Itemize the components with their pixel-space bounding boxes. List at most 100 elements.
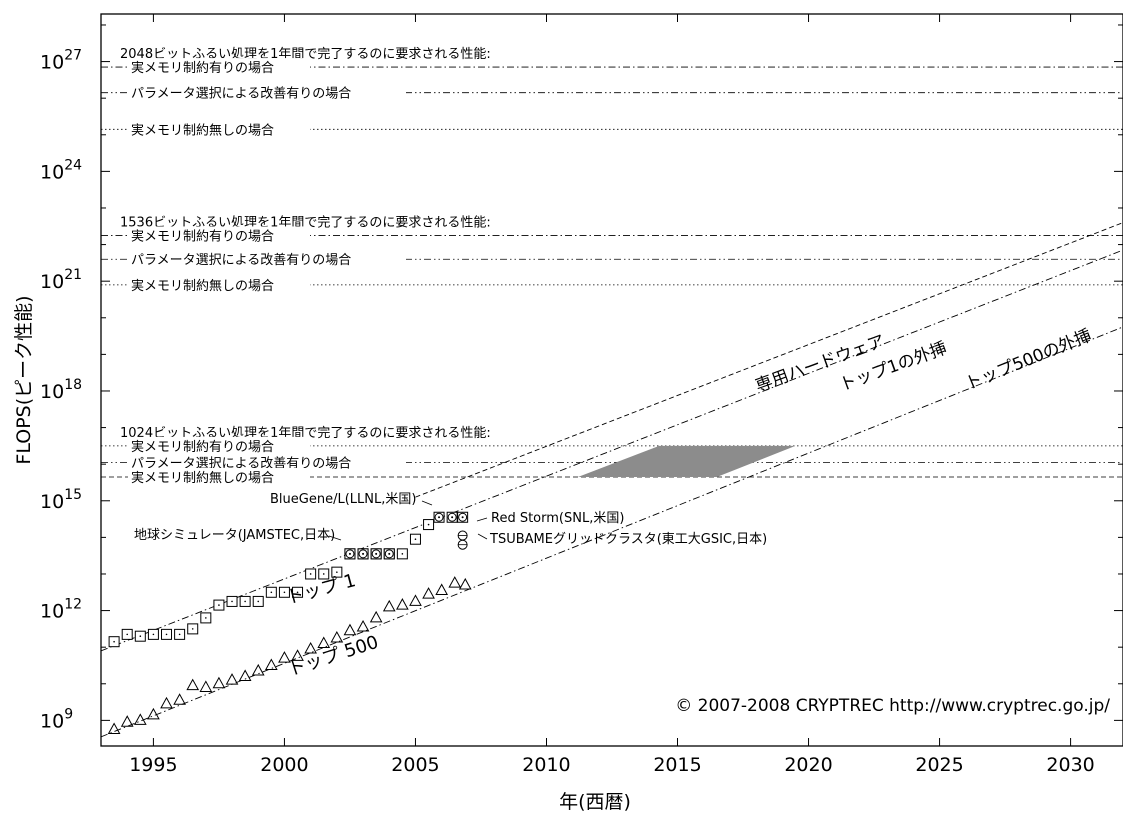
point-top500 [291, 649, 304, 661]
arrow-earth-sim [328, 535, 342, 541]
y-tick-label: 1018 [40, 377, 82, 403]
point-top500 [448, 576, 462, 588]
point-top500 [225, 673, 239, 685]
point-center [375, 552, 378, 555]
threshold-label-bg [128, 58, 310, 75]
point-center [427, 523, 430, 526]
threshold-label-bg [128, 436, 310, 453]
point-highlight-ring [358, 549, 368, 559]
point-center [152, 633, 155, 636]
point-center [461, 516, 464, 519]
trend-line [415, 222, 1123, 498]
threshold-label-bg [128, 120, 310, 137]
point-center [362, 552, 365, 555]
threshold-label: パラメータ選択による改善有りの場合 [131, 86, 351, 102]
y-axis-label: FLOPS(ピーク性能) [13, 295, 35, 464]
x-tick-label: 1995 [129, 754, 177, 776]
arrow-red-storm [476, 517, 488, 522]
point-highlight-ring [371, 549, 381, 559]
threshold-label-bg [128, 275, 310, 292]
copyright: © 2007-2008 CRYPTREC http://www.cryptrec… [675, 696, 1110, 716]
x-tick-label: 2015 [653, 754, 701, 776]
threshold-label: 実メモリ制約有りの場合 [131, 228, 274, 244]
shaded-region [577, 445, 796, 477]
point-center [322, 573, 325, 575]
annotation-bluegene: BlueGene/L(LLNL,米国) [270, 492, 416, 507]
x-tick-label: 2005 [391, 754, 439, 776]
x-tick-label: 2000 [260, 754, 308, 776]
point-top500 [422, 587, 435, 599]
point-center [139, 635, 142, 637]
point-highlight-ring [345, 549, 355, 559]
point-top500 [251, 663, 265, 676]
data-points [107, 511, 472, 735]
point-top500 [238, 669, 252, 681]
annotation-earth-simulator: 地球シミュレータ(JAMSTEC,日本) [134, 528, 335, 543]
feasible-region [577, 445, 796, 477]
point-center [414, 538, 417, 541]
point-center [178, 633, 181, 636]
y-tick-label: 109 [40, 706, 73, 732]
x-tick-label: 2010 [522, 754, 570, 776]
point-top500 [264, 658, 278, 670]
threshold-label-bg [128, 453, 406, 470]
point-top500 [317, 636, 331, 649]
point-top500 [107, 722, 121, 735]
threshold-label-bg [128, 83, 406, 100]
point-center [283, 591, 286, 594]
y-tick-label: 1015 [40, 487, 82, 513]
point-top500 [147, 707, 160, 720]
point-center [348, 552, 351, 555]
point-top500 [173, 693, 186, 705]
point-center [296, 591, 299, 594]
labels: 2048ビットふるい処理を1年間で完了するのに要求される性能:実メモリ制約有りの… [120, 47, 491, 486]
threshold-label: 実メモリ制約無しの場合 [131, 470, 274, 486]
label-top500-extrapolation: トップ500の外挿 [962, 326, 1094, 395]
point-highlight-ring [434, 512, 444, 522]
point-center [218, 604, 220, 606]
point-highlight-ring [458, 512, 468, 522]
x-tick-label: 2020 [784, 754, 832, 776]
x-tick-label: 2025 [915, 754, 963, 776]
trend-line [101, 249, 1123, 652]
point-top500 [186, 678, 200, 691]
y-tick-label: 1027 [40, 48, 82, 74]
point-center [244, 600, 246, 603]
point-center [126, 633, 129, 636]
threshold-label-bg [128, 467, 310, 484]
arrow-bluegene [421, 500, 433, 506]
threshold-label: 実メモリ制約有りの場合 [131, 60, 274, 76]
point-top500 [343, 623, 357, 636]
annotation-tsubame: TSUBAMEグリッドクラスタ(東工大GSIC,日本) [489, 531, 767, 547]
point-center [336, 571, 338, 573]
point-center [309, 573, 312, 575]
threshold-label-bg [128, 250, 406, 267]
threshold-label-bg [128, 226, 310, 243]
point-center [451, 516, 454, 519]
point-top500 [120, 715, 134, 727]
point-center [438, 516, 441, 519]
point-top500 [369, 610, 383, 623]
point-center [257, 600, 260, 603]
point-center [191, 628, 194, 630]
threshold-label: 実メモリ制約無しの場合 [131, 278, 274, 294]
trend-lines [101, 222, 1123, 738]
point-top500 [304, 641, 317, 654]
point-top500 [160, 696, 173, 709]
point-top500 [382, 599, 396, 612]
point-top500 [396, 598, 409, 610]
point-center [113, 640, 115, 643]
y-tick-label: 1024 [40, 157, 82, 183]
annotation-arrows [328, 500, 488, 541]
plot-frame [100, 13, 1123, 747]
point-top500 [330, 630, 344, 643]
arrow-tsubame [477, 533, 488, 540]
point-center [165, 633, 168, 636]
axis-ticks: 1995 2000 2005 2010 2015 2020 2025 2030 109 1012 1… [40, 14, 1123, 776]
point-center [205, 617, 207, 619]
y-tick-label: 1012 [40, 597, 82, 623]
point-top500 [133, 713, 147, 725]
y-tick-label: 1021 [40, 267, 82, 293]
x-axis-label: 年(西暦) [559, 791, 631, 813]
